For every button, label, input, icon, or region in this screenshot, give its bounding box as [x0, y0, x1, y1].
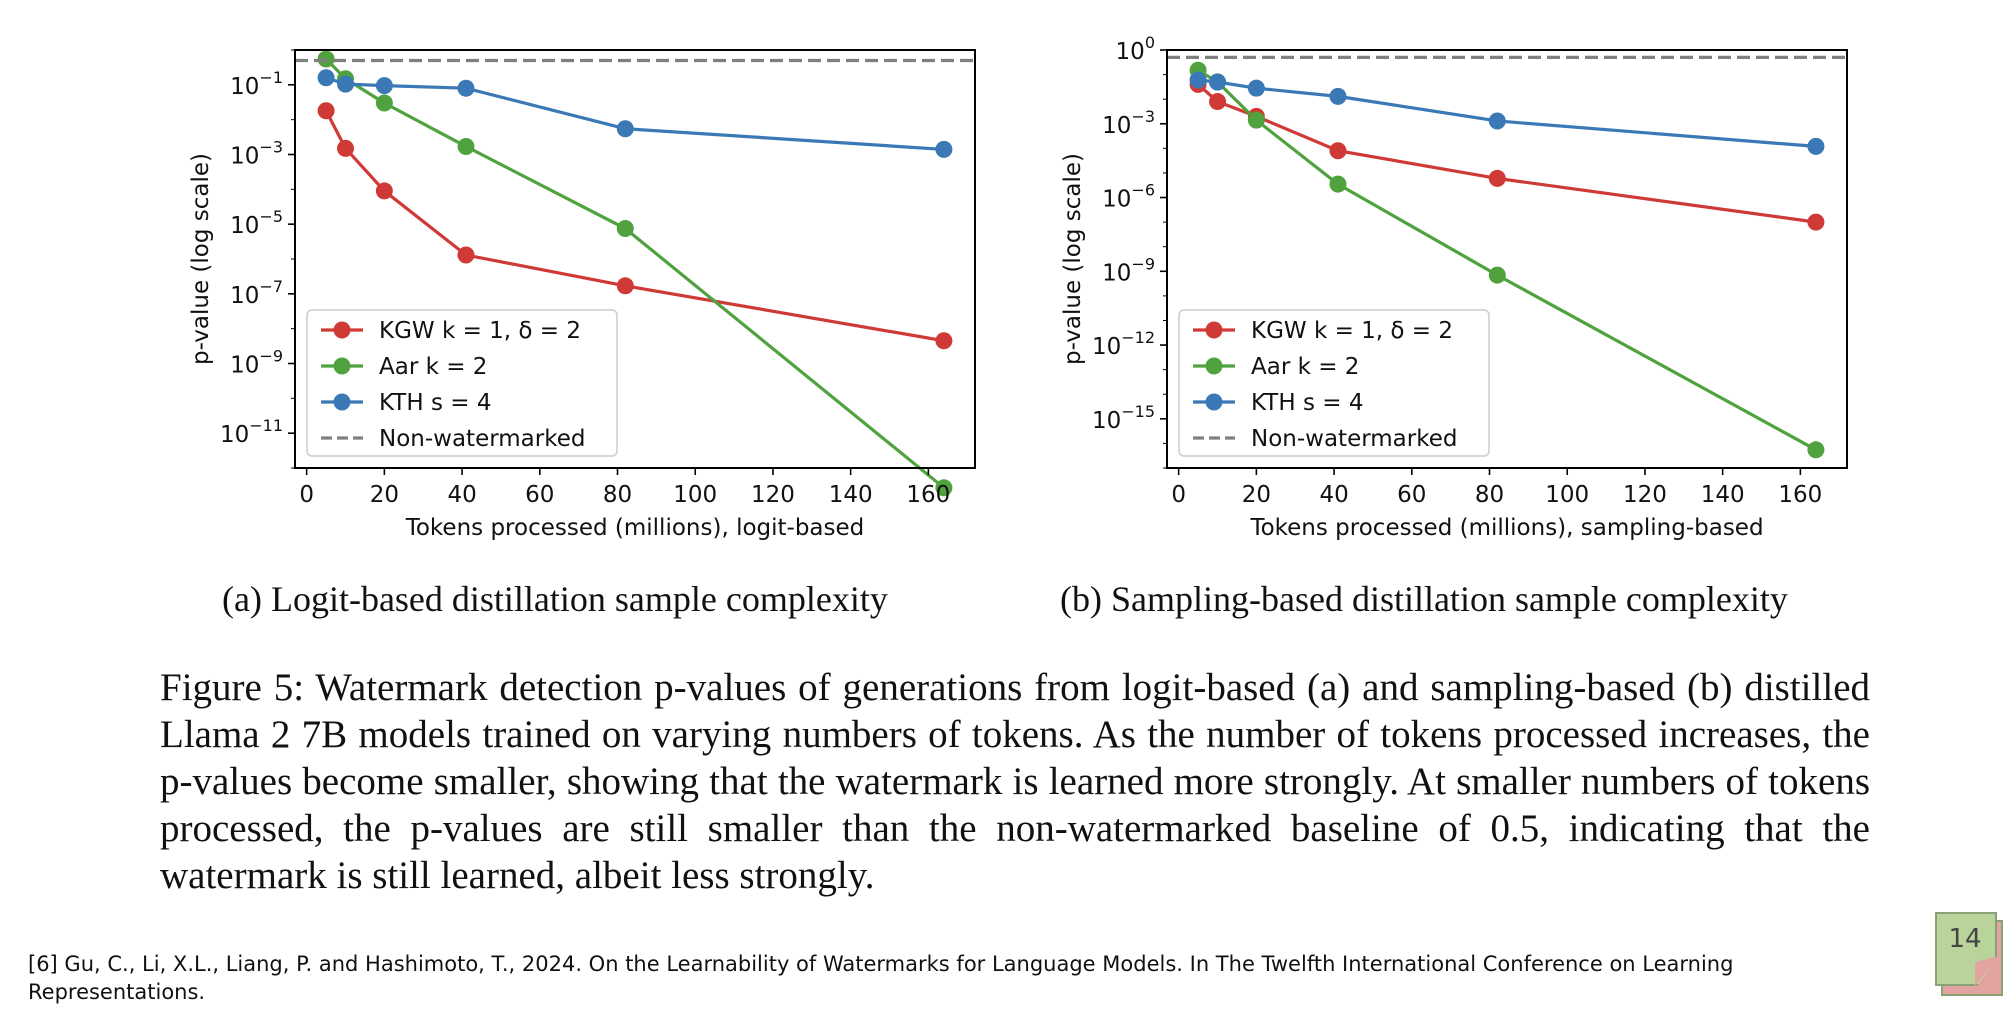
legend-box [306, 309, 618, 457]
data-point-0-5 [935, 332, 953, 350]
plot-frame [1166, 49, 1848, 469]
x-axis-label: Tokens processed (millions), sampling-ba… [1249, 515, 1763, 541]
y-tick-label-1: 10−3 [1102, 107, 1155, 139]
x-tick-label-2: 40 [1319, 482, 1348, 508]
x-tick-label-3: 60 [525, 482, 554, 508]
data-point-1-3 [1329, 175, 1347, 193]
x-tick-label-0: 0 [1171, 482, 1186, 508]
x-tick-label-6: 120 [1623, 482, 1667, 508]
data-point-1-4 [616, 220, 634, 238]
legend-marker-0 [1205, 321, 1223, 339]
data-point-2-3 [1329, 87, 1347, 105]
legend-label-2: KTH s = 4 [1251, 390, 1363, 416]
legend-marker-2 [1205, 393, 1223, 411]
data-point-0-3 [457, 246, 475, 264]
footnote: [6] Gu, C., Li, X.L., Liang, P. and Hash… [28, 952, 1734, 1004]
data-point-1-2 [375, 94, 393, 112]
y-tick-label-1: 10−3 [230, 138, 283, 170]
x-tick-label-7: 140 [1701, 482, 1745, 508]
y-tick-label-4: 10−12 [1092, 328, 1155, 360]
y-tick-label-0: 100 [1116, 33, 1155, 65]
data-point-2-4 [616, 120, 634, 138]
y-tick-label-5: 10−15 [1092, 402, 1155, 434]
data-point-0-4 [616, 277, 634, 295]
x-tick-label-3: 60 [1397, 482, 1426, 508]
data-point-2-4 [1488, 112, 1506, 130]
data-point-1-5 [1807, 441, 1825, 459]
x-tick-label-6: 120 [751, 482, 795, 508]
data-point-2-1 [337, 75, 355, 93]
data-point-2-5 [1807, 137, 1825, 155]
data-point-0-1 [1209, 93, 1227, 111]
y-tick-label-3: 10−7 [230, 277, 283, 309]
legend-label-1: Aar k = 2 [379, 354, 487, 380]
x-axis-label: Tokens processed (millions), logit-based [405, 515, 865, 541]
data-point-2-0 [1189, 71, 1207, 89]
data-point-0-5 [1807, 213, 1825, 231]
data-point-0-0 [317, 102, 335, 120]
data-point-1-4 [1488, 266, 1506, 284]
figure-caption: Figure 5: Watermark detection p-values o… [160, 666, 1870, 897]
legend-label-0: KGW k = 1, δ = 2 [379, 318, 581, 344]
y-tick-label-0: 10−1 [230, 68, 283, 100]
chart-a: 0 20 40 60 80 100 120 140 160 10−1 10−3 10−5 10−7 10−… [188, 49, 976, 541]
subcaption-a: (a) Logit-based distillation sample comp… [222, 579, 888, 619]
y-tick-label-2: 10−6 [1102, 181, 1155, 213]
subcaption-b: (b) Sampling-based distillation sample c… [1060, 579, 1788, 619]
x-tick-label-7: 140 [829, 482, 873, 508]
series-line-0 [324, 110, 945, 343]
x-tick-label-2: 40 [447, 482, 476, 508]
data-point-1-3 [457, 137, 475, 155]
y-tick-label-5: 10−11 [220, 416, 283, 448]
y-tick-label-2: 10−5 [230, 207, 283, 239]
x-tick-label-5: 100 [1545, 482, 1589, 508]
data-point-1-2 [1247, 111, 1265, 129]
legend-label-1: Aar k = 2 [1251, 354, 1359, 380]
series-line-2 [325, 76, 945, 152]
legend-box [1178, 309, 1490, 457]
y-tick-label-3: 10−9 [1102, 254, 1155, 286]
legend-label-3: Non-watermarked [1251, 426, 1457, 452]
legend-marker-2 [333, 393, 351, 411]
x-tick-label-8: 160 [1778, 482, 1822, 508]
x-tick-label-8: 160 [906, 482, 950, 508]
x-tick-label-0: 0 [299, 482, 314, 508]
data-point-2-2 [375, 77, 393, 95]
data-point-0-1 [337, 139, 355, 157]
data-point-2-1 [1209, 73, 1227, 91]
x-tick-label-1: 20 [370, 482, 399, 508]
data-point-2-5 [935, 140, 953, 158]
legend-label-3: Non-watermarked [379, 426, 585, 452]
page-number-badge[interactable]: 14 [1935, 912, 2003, 996]
x-tick-label-4: 80 [1475, 482, 1504, 508]
data-point-2-2 [1247, 79, 1265, 97]
data-point-1-5 [935, 479, 953, 497]
x-tick-label-5: 100 [673, 482, 717, 508]
legend-label-2: KTH s = 4 [379, 390, 491, 416]
legend-marker-1 [1205, 357, 1223, 375]
data-point-0-4 [1488, 169, 1506, 187]
x-tick-label-4: 80 [603, 482, 632, 508]
data-point-2-3 [457, 79, 475, 97]
page-number: 14 [1948, 924, 1982, 954]
series-line-0 [1197, 83, 1817, 224]
legend-label-0: KGW k = 1, δ = 2 [1251, 318, 1453, 344]
legend-marker-1 [333, 357, 351, 375]
legend-marker-0 [333, 321, 351, 339]
y-axis-label: p-value (log scale) [1060, 153, 1086, 365]
data-point-0-3 [1329, 142, 1347, 160]
x-tick-label-1: 20 [1242, 482, 1271, 508]
y-axis-label: p-value (log scale) [188, 153, 214, 365]
data-point-2-0 [317, 69, 335, 87]
y-tick-label-4: 10−9 [230, 347, 283, 379]
data-point-0-2 [375, 182, 393, 200]
chart-b: 0 20 40 60 80 100 120 140 160 100 10−3 10−6 10−9 10−1… [1060, 33, 1848, 541]
series-line-2 [1197, 78, 1817, 149]
